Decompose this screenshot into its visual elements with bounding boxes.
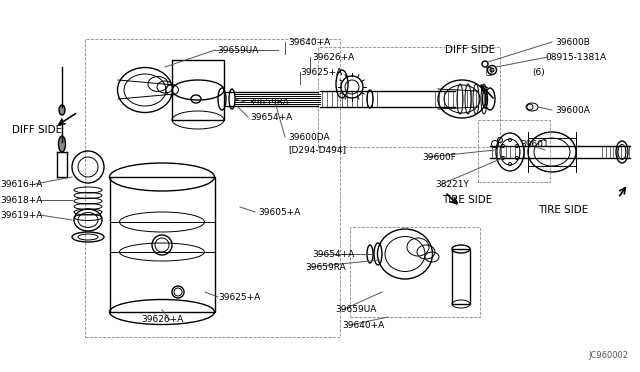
Ellipse shape xyxy=(59,105,65,115)
Text: 39626+A: 39626+A xyxy=(312,52,355,61)
Text: (6): (6) xyxy=(532,67,545,77)
Text: 39616+A: 39616+A xyxy=(0,180,42,189)
Text: 39640+A: 39640+A xyxy=(288,38,330,46)
Text: 39600F: 39600F xyxy=(422,153,456,161)
Ellipse shape xyxy=(490,68,494,72)
Bar xyxy=(172,60,224,120)
Text: 39659RA: 39659RA xyxy=(305,263,346,272)
Text: 39600A: 39600A xyxy=(555,106,590,115)
Bar xyxy=(478,120,550,182)
Text: 08915-1381A: 08915-1381A xyxy=(545,52,606,61)
Bar xyxy=(85,39,340,337)
Text: 39640+A: 39640+A xyxy=(342,321,384,330)
Text: 39605+A: 39605+A xyxy=(258,208,300,217)
Text: 39654+A: 39654+A xyxy=(250,112,292,122)
Text: 39601: 39601 xyxy=(520,140,548,148)
Bar xyxy=(350,227,480,317)
Text: TIRE SIDE: TIRE SIDE xyxy=(442,195,492,205)
Text: 39600DA: 39600DA xyxy=(288,132,330,141)
Text: 39626+A: 39626+A xyxy=(141,315,183,324)
Bar xyxy=(452,249,470,304)
Text: DIFF SIDE: DIFF SIDE xyxy=(445,45,495,55)
Text: 39654+A: 39654+A xyxy=(312,250,355,259)
Text: 39659UA: 39659UA xyxy=(217,45,259,55)
Bar xyxy=(318,47,500,147)
Text: JC960002: JC960002 xyxy=(588,351,628,360)
Text: 39618+A: 39618+A xyxy=(0,196,42,205)
Text: TIRE SIDE: TIRE SIDE xyxy=(538,205,588,215)
Text: 39619+A: 39619+A xyxy=(0,211,42,219)
Text: 39659RA: 39659RA xyxy=(248,97,289,106)
Text: [D294-D494]: [D294-D494] xyxy=(288,145,346,154)
Text: 39625+A: 39625+A xyxy=(300,67,342,77)
Ellipse shape xyxy=(58,136,65,152)
Text: 39625+A: 39625+A xyxy=(218,292,260,301)
Text: DIFF SIDE: DIFF SIDE xyxy=(12,125,62,135)
Text: 38221Y: 38221Y xyxy=(435,180,469,189)
Text: 39600B: 39600B xyxy=(555,38,590,46)
Bar xyxy=(110,177,215,312)
Text: ⓘ: ⓘ xyxy=(485,65,491,75)
Text: 39659UA: 39659UA xyxy=(335,305,376,314)
